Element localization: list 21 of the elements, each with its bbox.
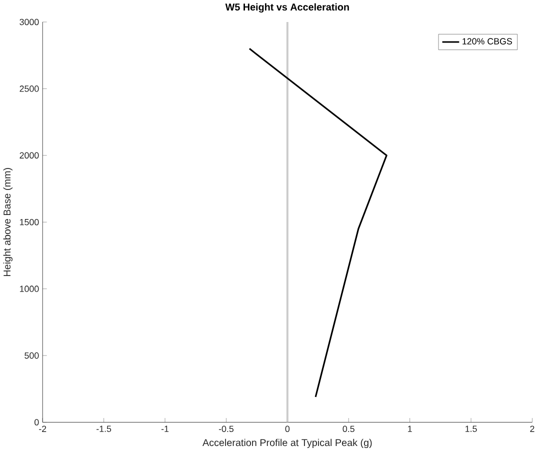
chart-title: W5 Height vs Acceleration — [225, 3, 349, 12]
x-tick-label: 2 — [530, 426, 534, 432]
x-tick-label: -1 — [161, 426, 169, 432]
x-tick-label: -0.5 — [218, 426, 234, 432]
x-tick-label: 0.5 — [342, 426, 354, 432]
line-series — [248, 48, 388, 398]
y-axis-title: Height above Base (mm) — [3, 168, 13, 276]
x-axis-title: Acceleration Profile at Typical Peak (g) — [202, 438, 372, 448]
y-tick-label: 2500 — [20, 85, 39, 92]
y-tick-label: 1000 — [20, 286, 39, 292]
y-tick-label: 500 — [24, 352, 39, 359]
x-tick-label: 1.5 — [466, 426, 477, 432]
x-tick-label: -1.5 — [96, 426, 112, 432]
y-tick-label: 0 — [34, 418, 39, 426]
y-tick-label: 3000 — [20, 18, 39, 25]
y-tick-label: 2000 — [20, 152, 39, 158]
x-tick-label: 0 — [285, 426, 290, 432]
y-tick-label: 1500 — [20, 218, 39, 226]
legend-label: 120% CBGS — [462, 38, 512, 44]
x-tick-label: -2 — [39, 426, 46, 432]
x-tick-label: 1 — [408, 426, 412, 432]
